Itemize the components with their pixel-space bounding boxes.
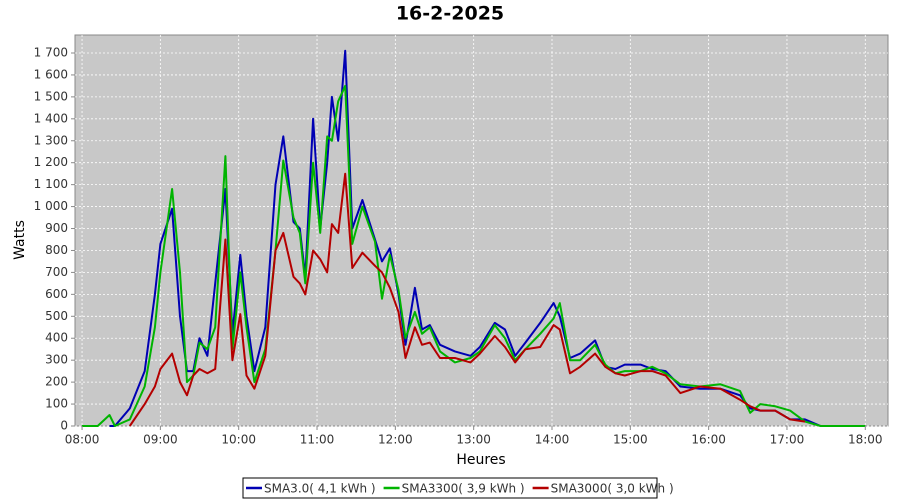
- legend-label: SMA3300( 3,9 kWh ): [402, 482, 525, 496]
- y-tick-label: 1 200: [34, 155, 68, 169]
- plot-area: [74, 34, 889, 427]
- series-line: [82, 84, 866, 427]
- x-tick-label: 13:00: [456, 433, 491, 447]
- x-tick-label: 08:00: [65, 433, 100, 447]
- x-axis-label: Heures: [456, 452, 505, 468]
- x-tick-label: 16:00: [691, 433, 726, 447]
- x-tick-label: 18:00: [848, 433, 883, 447]
- x-tick-label: 09:00: [143, 433, 178, 447]
- legend-label: SMA3.0( 4,1 kWh ): [264, 482, 376, 496]
- y-tick-label: 1 500: [34, 89, 68, 103]
- y-tick-label: 800: [45, 243, 68, 257]
- x-tick-label: 17:00: [770, 433, 805, 447]
- y-tick-label: 1 600: [34, 67, 68, 81]
- lines: [82, 49, 866, 427]
- y-tick-label: 100: [45, 397, 68, 411]
- y-tick-label: 1 400: [34, 111, 68, 125]
- chart-title: 16-2-2025: [396, 3, 504, 25]
- y-tick-label: 900: [45, 221, 68, 235]
- y-tick-label: 200: [45, 375, 68, 389]
- legend-box: [242, 477, 658, 499]
- y-tick-label: 500: [45, 309, 68, 323]
- legend-label: SMA3000( 3,0 kWh ): [551, 482, 674, 496]
- y-tick-label: 1 300: [34, 133, 68, 147]
- y-tick-label: 300: [45, 353, 68, 367]
- y-tick-label: 0: [60, 419, 68, 433]
- y-axis-label: Watts: [12, 220, 28, 260]
- grid: [75, 35, 888, 427]
- y-tick-label: 600: [45, 287, 68, 301]
- x-tick-label: 14:00: [535, 433, 570, 447]
- y-tick-label: 400: [45, 331, 68, 345]
- y-tick-label: 1 100: [34, 177, 68, 191]
- x-tick-label: 12:00: [378, 433, 413, 447]
- y-tick-label: 700: [45, 265, 68, 279]
- y-tick-label: 1 000: [34, 199, 68, 213]
- x-tick-label: 11:00: [300, 433, 335, 447]
- series-line: [128, 172, 806, 427]
- x-tick-label: 15:00: [613, 433, 648, 447]
- y-tick-label: 1 700: [34, 45, 68, 59]
- x-tick-label: 10:00: [221, 433, 256, 447]
